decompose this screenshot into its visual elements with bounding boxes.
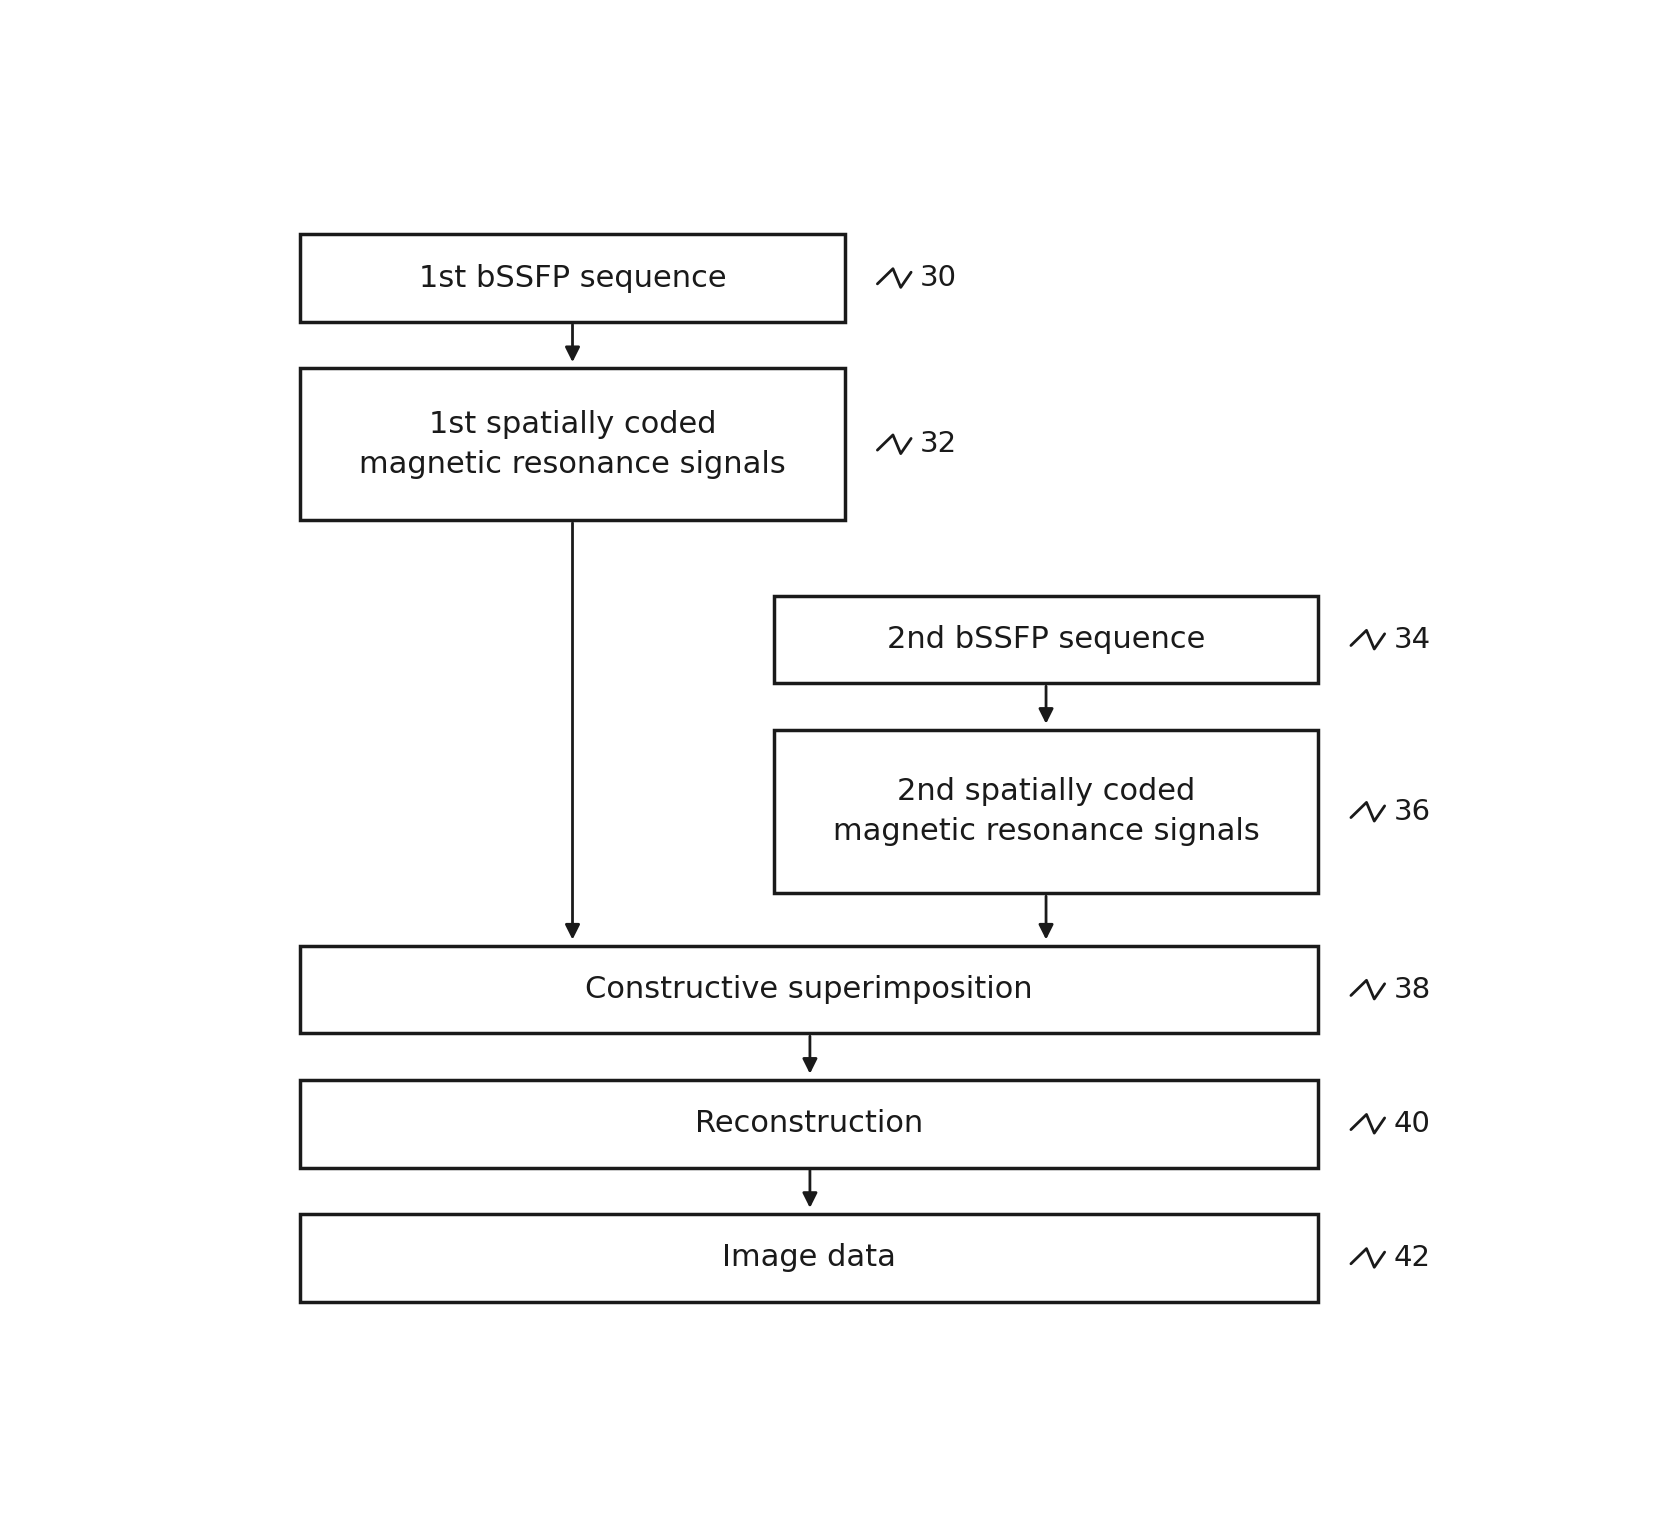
Bar xyxy=(773,730,1318,894)
Text: 1st spatially coded
magnetic resonance signals: 1st spatially coded magnetic resonance s… xyxy=(360,409,785,479)
Text: 40: 40 xyxy=(1394,1110,1430,1138)
Bar xyxy=(299,1214,1318,1301)
Text: 36: 36 xyxy=(1394,798,1430,826)
Text: Reconstruction: Reconstruction xyxy=(694,1109,923,1138)
Text: 34: 34 xyxy=(1394,626,1430,653)
Bar xyxy=(299,368,845,520)
Bar xyxy=(299,1080,1318,1168)
Text: 38: 38 xyxy=(1394,976,1430,1003)
Text: 42: 42 xyxy=(1394,1244,1430,1273)
Text: 2nd bSSFP sequence: 2nd bSSFP sequence xyxy=(887,626,1205,654)
Bar xyxy=(299,235,845,321)
Text: 32: 32 xyxy=(920,430,957,458)
Bar xyxy=(299,945,1318,1033)
Text: 2nd spatially coded
magnetic resonance signals: 2nd spatially coded magnetic resonance s… xyxy=(831,777,1258,847)
Text: Constructive superimposition: Constructive superimposition xyxy=(586,976,1032,1004)
Text: Image data: Image data xyxy=(723,1244,895,1273)
Text: 1st bSSFP sequence: 1st bSSFP sequence xyxy=(418,264,726,292)
Bar xyxy=(773,595,1318,683)
Text: 30: 30 xyxy=(920,264,957,292)
